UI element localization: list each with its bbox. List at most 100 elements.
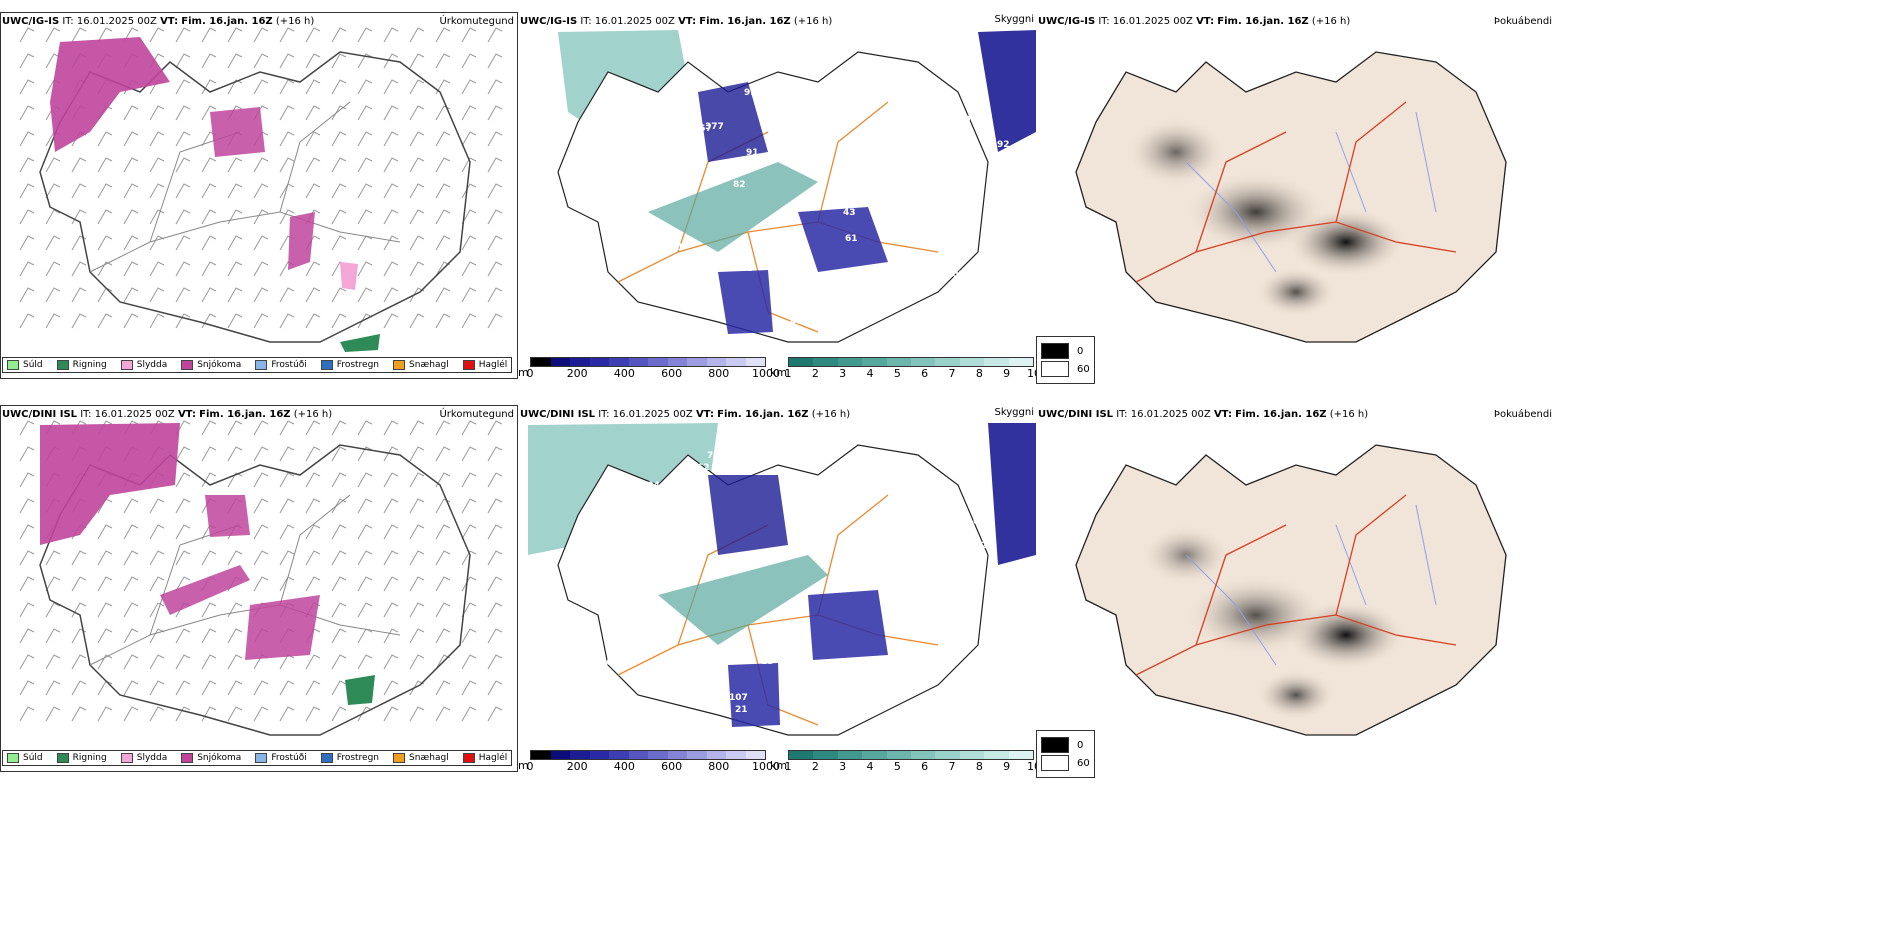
cloud-base-labels: 185 73 164 82 80 74 99 94 16 377 69 60 75 62 180 106 104… [590,47,1010,327]
colorbar-segment [550,358,570,366]
colorbar-segment [813,358,838,366]
cloud-base-label: 73 [608,149,621,159]
wind-barb [201,27,217,43]
fog-legend-row: 60 [1041,361,1090,377]
snow-region [205,495,250,537]
wind-barb [123,235,139,251]
wind-barb [71,576,87,592]
wind-barb [97,183,113,199]
wind-barb [175,261,191,277]
wind-barb [279,498,295,514]
vt-label: VT: [1213,409,1232,420]
colorbar-tick: 800 [708,367,730,379]
wind-barb [461,235,477,251]
wind-barb [331,287,347,303]
snow-region [288,212,315,270]
panel-title: Þokuábendi [1493,16,1552,27]
wind-barb [461,628,477,644]
wind-barb [123,27,139,43]
legend-label: Snjókoma [197,753,242,763]
it-value: 16.01.2025 00Z [612,409,693,420]
wind-barb [409,183,425,199]
wind-barb [149,654,165,670]
wind-barb [305,313,321,329]
cloud-base-label: 67 [874,517,887,527]
it-value: 16.01.2025 00Z [594,16,675,27]
wind-barb [149,261,165,277]
wind-barb [331,628,347,644]
wind-barb [331,524,347,540]
wind-barb [227,53,243,69]
wind-barb [253,157,269,173]
panel-title: Úrkomutegund [439,409,514,420]
cloud-base-label: 157 [693,124,712,134]
wind-barb [409,313,425,329]
wind-barb [357,550,373,566]
colorbar-segment [648,751,668,759]
wind-barb [71,27,87,43]
cloud-base-label: 142 [931,653,950,663]
wind-barb [435,706,451,722]
it-value: 16.01.2025 00Z [1112,16,1193,27]
wind-barb [175,576,191,592]
wind-barb [227,157,243,173]
legend-swatch [255,753,268,763]
wind-barb [331,680,347,696]
wind-barb [123,706,139,722]
legend-item: Snæhagl [393,753,449,763]
wind-barb [71,550,87,566]
cloud-base-label: 38 [669,298,682,308]
cloud-base-label: 61 [845,234,858,244]
wind-barb [461,446,477,462]
colorbar-segment [667,751,687,759]
wind-barb [227,706,243,722]
wind-barb [253,576,269,592]
cloud-base-label: 48 [823,445,836,455]
colorbar-segment [911,358,936,366]
wind-barb [461,498,477,514]
cloud-base-label: 111 [869,59,888,69]
it-value: 16.01.2025 00Z [94,409,175,420]
wind-barb [253,183,269,199]
wind-barb [461,105,477,121]
legend-item: Súld [7,360,43,370]
vt-value: Fim. 16.jan. 16Z [1217,16,1309,27]
wind-barb [71,157,87,173]
legend-label: Súld [23,360,43,370]
wind-barb [305,27,321,43]
wind-barb [97,628,113,644]
snow-region [160,565,250,615]
fog-legend-bottom: 0 60 [1036,730,1095,778]
colorbar-tick: 1000 [752,367,780,379]
legend-item: Slydda [120,360,167,370]
wind-barb [331,446,347,462]
fog-region [1186,172,1326,252]
wind-barb [331,313,347,329]
wind-barb [357,105,373,121]
wind-barb [435,27,451,43]
wind-barb [175,654,191,670]
colorbar-segment [886,751,912,759]
wind-barb [435,131,451,147]
wind-barb [227,79,243,95]
wind-barb [201,420,217,436]
wind-barb [461,79,477,95]
wind-barb [487,472,503,488]
panel-frame [0,405,518,772]
wind-barb [383,576,399,592]
wind-barb [487,287,503,303]
wind-barb [279,209,295,225]
wind-barb [253,706,269,722]
cloud-base-label: 47 [942,541,955,551]
wind-barb [19,654,35,670]
snow-region [40,423,180,545]
wind-barb [305,261,321,277]
colorbar-tick: 200 [566,760,588,772]
wind-barb [19,602,35,618]
wind-barb [175,498,191,514]
wind-barb [383,706,399,722]
colorbar-segment [726,751,746,759]
wind-barb [331,79,347,95]
colorbar-tick: 7 [948,367,956,379]
wind-barb [201,628,217,644]
